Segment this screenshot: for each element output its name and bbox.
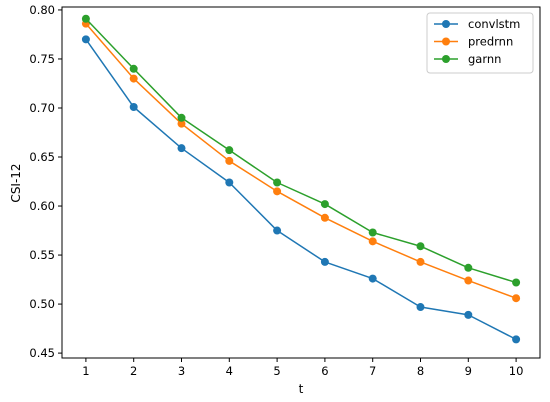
data-point [273,226,282,235]
data-point [320,213,329,222]
data-point [464,276,473,285]
data-point [416,303,425,312]
legend-entry-garnn: garnn [434,52,501,66]
legend-entry-predrnn: predrnn [434,35,513,49]
y-tick-label: 0.45 [29,346,55,360]
legend-label: predrnn [468,35,513,49]
data-point [464,263,473,272]
series-convlstm [81,35,521,344]
data-point [81,35,90,44]
data-point [368,228,377,237]
data-point [225,156,234,165]
y-axis-label: CSI-12 [9,163,23,202]
plot-frame [61,6,541,359]
y-tick-label: 0.50 [29,297,55,311]
series-garnn [81,14,521,287]
y-tick-label: 0.80 [29,3,55,17]
data-point [177,113,186,122]
legend-box [426,12,534,74]
x-tick-label: 5 [273,364,280,378]
legend-label: garnn [468,52,501,66]
x-tick-label: 2 [130,364,137,378]
data-point [273,187,282,196]
data-point [225,146,234,155]
data-point [129,64,138,73]
data-point [177,119,186,128]
data-point [81,14,90,23]
y-tick-label: 0.60 [29,199,55,213]
legend-entry-convlstm: convlstm [434,17,520,31]
x-tick-label: 3 [178,364,185,378]
series-line [85,38,517,341]
data-point [320,200,329,209]
data-point [368,274,377,283]
data-point [129,103,138,112]
data-point [273,178,282,187]
data-point [177,144,186,153]
data-point [129,74,138,83]
data-point [464,310,473,319]
series-layer [81,14,521,344]
x-tick-label: 10 [509,364,524,378]
data-point [416,257,425,266]
x-tick-label: 1 [82,364,89,378]
x-tick-label: 7 [369,364,376,378]
data-point [368,237,377,246]
y-tick-label: 0.75 [29,52,55,66]
x-tick-label: 4 [226,364,233,378]
legend-marker [442,55,450,63]
x-tick-label: 8 [417,364,424,378]
legend-marker [442,20,450,28]
y-tick-label: 0.65 [29,150,55,164]
x-axis-ticks: 1 2 3 4 5 6 7 8 9 10 [82,358,523,378]
series-predrnn [81,19,521,303]
y-tick-label: 0.70 [29,101,55,115]
x-tick-label: 6 [321,364,328,378]
y-tick-label: 0.55 [29,248,55,262]
series-line [85,23,517,299]
data-point [416,242,425,251]
data-point [320,257,329,266]
data-point [512,335,521,344]
data-point [512,278,521,287]
x-tick-label: 9 [465,364,472,378]
legend: convlstm predrnn garnn [426,12,534,74]
legend-label: convlstm [468,17,520,31]
data-point [225,178,234,187]
series-line [85,18,517,284]
y-axis-ticks: 0.45 0.50 0.55 0.60 0.65 0.70 0.75 0.80 [29,3,62,360]
legend-marker [442,37,450,46]
x-axis-label: t [299,382,304,396]
data-point [512,294,521,303]
